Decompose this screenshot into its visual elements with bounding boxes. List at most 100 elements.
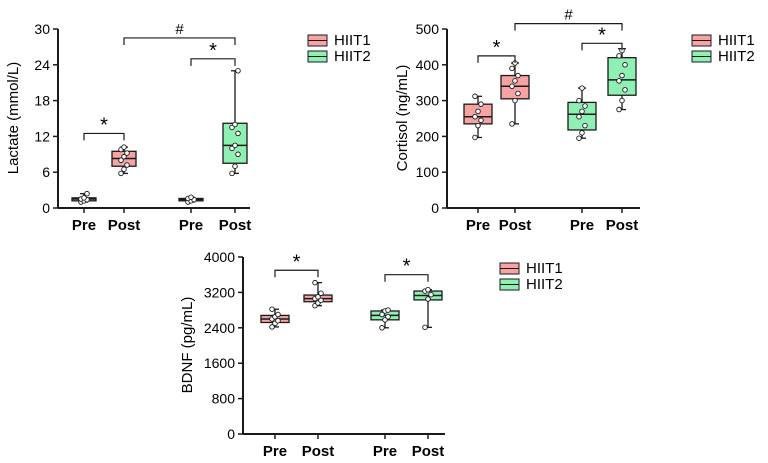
y-tick-label: 4000 bbox=[204, 249, 235, 265]
data-point bbox=[379, 311, 385, 318]
data-point bbox=[619, 97, 625, 104]
y-tick-label: 1600 bbox=[204, 355, 235, 371]
x-tick-label-post: Post bbox=[219, 217, 252, 234]
legend-label-hiit1: HIIT1 bbox=[526, 260, 563, 277]
data-point bbox=[124, 162, 130, 168]
data-point bbox=[512, 97, 518, 104]
significance-mark: # bbox=[564, 7, 573, 24]
data-point bbox=[478, 117, 484, 124]
x-tick-label-pre: Pre bbox=[570, 217, 594, 234]
significance-mark: * bbox=[293, 251, 301, 273]
data-point bbox=[385, 313, 391, 320]
data-point bbox=[235, 130, 241, 137]
significance-mark: * bbox=[493, 37, 501, 59]
y-tick-label: 200 bbox=[416, 128, 440, 144]
box-body bbox=[567, 101, 597, 131]
data-point bbox=[622, 87, 628, 93]
data-point bbox=[475, 108, 481, 115]
box-hiit2-pre bbox=[178, 194, 204, 205]
data-point bbox=[515, 72, 521, 79]
significance-bracket: # bbox=[514, 7, 623, 31]
legend-label-hiit2: HIIT2 bbox=[526, 276, 563, 293]
bracket-line bbox=[83, 132, 125, 141]
data-point bbox=[616, 53, 622, 59]
data-point bbox=[622, 62, 628, 68]
y-tick-label: 0 bbox=[431, 200, 439, 216]
y-tick-label: 24 bbox=[34, 57, 50, 73]
x-tick-label-pre: Pre bbox=[179, 217, 203, 234]
data-point bbox=[509, 65, 515, 72]
significance-bracket: * bbox=[384, 256, 429, 282]
box-hiit2-pre bbox=[567, 85, 597, 141]
y-tick-label: 500 bbox=[416, 21, 440, 37]
data-point bbox=[579, 108, 585, 115]
bracket-line bbox=[190, 58, 236, 66]
bracket-line bbox=[274, 269, 319, 278]
data-point bbox=[582, 122, 588, 129]
data-point bbox=[428, 291, 434, 298]
y-tick-label: 6 bbox=[42, 164, 50, 180]
data-point bbox=[235, 151, 241, 158]
data-point bbox=[509, 83, 515, 90]
data-point bbox=[275, 317, 281, 324]
x-tick-label-pre: Pre bbox=[466, 217, 490, 234]
bracket-line bbox=[477, 55, 516, 63]
y-tick-label: 12 bbox=[34, 128, 50, 144]
legend-label-hiit1: HIIT1 bbox=[334, 32, 371, 49]
data-point bbox=[232, 142, 238, 149]
data-point bbox=[472, 134, 478, 141]
significance-bracket: * bbox=[83, 114, 125, 141]
bracket-line bbox=[581, 42, 623, 51]
data-point bbox=[121, 153, 127, 160]
data-point bbox=[81, 195, 87, 201]
bracket-line bbox=[123, 37, 236, 45]
data-point bbox=[616, 78, 622, 84]
data-point bbox=[232, 121, 238, 128]
data-point bbox=[582, 103, 588, 109]
box-hiit1-pre bbox=[463, 93, 493, 141]
data-point bbox=[576, 113, 582, 120]
data-point bbox=[425, 286, 431, 293]
y-tick-label: 400 bbox=[416, 57, 440, 73]
significance-bracket: * bbox=[274, 251, 319, 278]
data-point bbox=[579, 130, 585, 136]
x-tick-label-pre: Pre bbox=[373, 443, 397, 460]
y-tick-label: 2400 bbox=[204, 320, 235, 336]
data-point bbox=[619, 72, 625, 79]
x-tick-label-post: Post bbox=[499, 217, 532, 234]
box-hiit1-pre bbox=[260, 306, 290, 330]
data-point bbox=[576, 97, 582, 104]
x-tick-label-pre: Pre bbox=[263, 443, 287, 460]
chart-lactate: 0 6 12 18 24 30 Lactate (mmol/L) Pre Post Pre Post… bbox=[5, 21, 371, 234]
y-tick-label: 300 bbox=[416, 93, 440, 109]
significance-bracket: * bbox=[581, 24, 623, 51]
chart-cortisol: 0 100 200 300 400 500 Cortisol (ng/mL) Pre Post P… bbox=[394, 7, 755, 234]
y-tick-label: 3200 bbox=[204, 284, 235, 300]
data-point bbox=[124, 150, 130, 156]
legend-label-hiit2: HIIT2 bbox=[718, 48, 755, 65]
data-point bbox=[379, 325, 385, 331]
y-tick-label: 30 bbox=[34, 21, 50, 37]
data-point bbox=[616, 106, 622, 113]
data-point bbox=[235, 68, 241, 74]
data-point bbox=[478, 101, 484, 107]
data-point bbox=[312, 279, 318, 286]
y-tick-label: 0 bbox=[227, 426, 235, 442]
box-hiit1-post bbox=[500, 60, 530, 127]
legend-label-hiit1: HIIT1 bbox=[718, 32, 755, 49]
data-point bbox=[472, 113, 478, 120]
box-hiit2-post bbox=[413, 286, 443, 331]
x-tick-label-post: Post bbox=[108, 217, 141, 234]
x-tick-label-post: Post bbox=[606, 217, 639, 234]
significance-mark: * bbox=[598, 24, 606, 46]
data-point bbox=[121, 166, 127, 172]
chart-bdnf: 0 800 1600 2400 3200 4000 BDNF (pg/mL) Pre Post P… bbox=[179, 249, 563, 460]
y-tick-label: 0 bbox=[42, 200, 50, 216]
data-point bbox=[84, 190, 90, 197]
x-tick-label-post: Post bbox=[412, 443, 445, 460]
box-hiit1-post bbox=[111, 144, 137, 177]
significance-mark: * bbox=[403, 256, 411, 278]
y-tick-label: 100 bbox=[416, 164, 440, 180]
